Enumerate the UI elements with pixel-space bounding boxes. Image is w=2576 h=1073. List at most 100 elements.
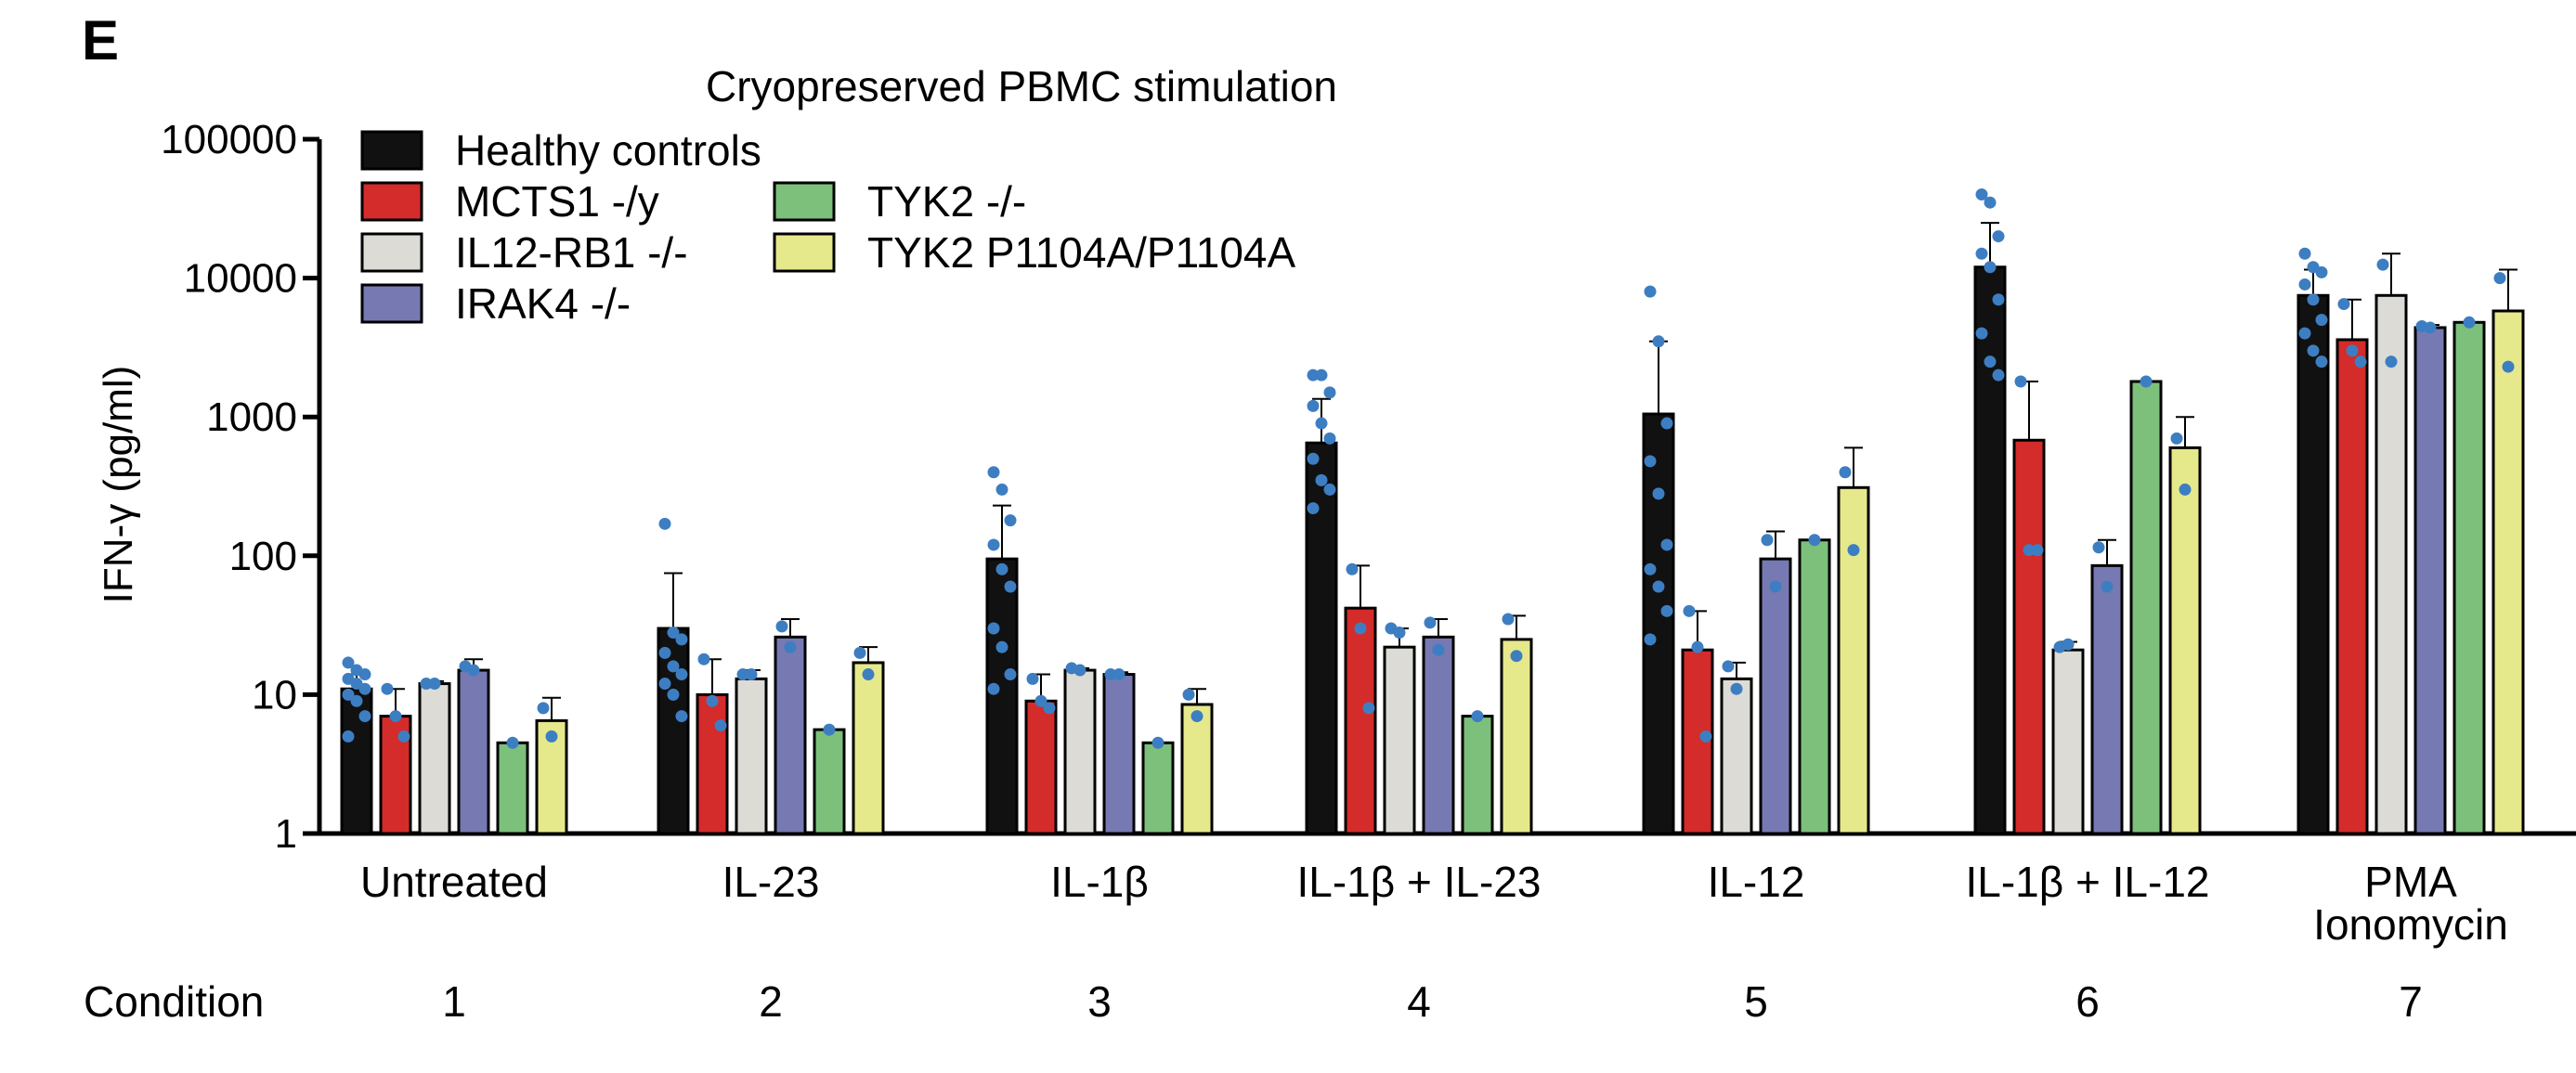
data-point — [381, 682, 394, 695]
legend-swatch — [773, 181, 836, 222]
condition-number: 4 — [1407, 977, 1431, 1026]
data-point — [1112, 668, 1125, 681]
data-point — [2337, 298, 2350, 311]
data-point — [1362, 702, 1375, 715]
data-point — [1354, 622, 1367, 635]
bar — [985, 557, 1019, 835]
legend-swatch — [360, 232, 423, 273]
data-point — [736, 668, 749, 681]
data-point — [1323, 483, 1336, 496]
data-point — [1984, 261, 1997, 274]
data-point — [1004, 580, 1017, 593]
data-point — [1034, 694, 1047, 707]
data-point — [1151, 736, 1164, 749]
data-point — [1761, 534, 1774, 547]
data-point — [2376, 258, 2389, 271]
data-point — [1190, 710, 1203, 723]
data-point — [697, 653, 710, 666]
bar — [2452, 320, 2486, 835]
data-point — [987, 538, 1000, 551]
data-point — [342, 688, 355, 701]
data-point — [1315, 368, 1328, 381]
data-point — [1307, 399, 1320, 412]
x-category-label: IL-1β + IL-12 — [1966, 858, 2210, 906]
data-point — [1307, 502, 1320, 515]
data-point — [545, 730, 558, 743]
data-point — [2031, 544, 2044, 557]
data-point — [1652, 487, 1665, 500]
data-point — [1315, 473, 1328, 486]
bar — [774, 635, 807, 835]
data-point — [2424, 321, 2437, 334]
plot-area: 1 10 100 1000 10000 100000 Untreated 1 IL-23 2 IL-… — [161, 117, 2576, 1026]
bar — [1180, 703, 1214, 835]
x-category-label: IL-12 — [1708, 858, 1805, 906]
bar — [1798, 538, 1831, 835]
data-point — [1699, 730, 1712, 743]
data-point — [1975, 247, 1988, 260]
data-point — [1660, 417, 1673, 430]
bar — [496, 741, 529, 835]
condition-number: 1 — [442, 977, 466, 1026]
bar — [1837, 485, 1870, 835]
data-point — [1323, 432, 1336, 445]
data-point — [987, 622, 1000, 635]
data-point — [1073, 664, 1086, 677]
bar — [1720, 677, 1753, 835]
data-point — [1992, 293, 2005, 306]
data-point — [1652, 335, 1665, 348]
data-point — [658, 678, 671, 691]
x-category-label: IL-23 — [722, 858, 820, 906]
data-point — [1424, 616, 1437, 629]
data-point — [2092, 541, 2105, 554]
data-point — [995, 640, 1008, 653]
data-point — [2315, 314, 2328, 327]
condition-number: 2 — [759, 977, 783, 1026]
bar — [813, 728, 846, 835]
data-point — [342, 730, 355, 743]
bar — [2168, 446, 2202, 835]
data-point — [1307, 368, 1320, 381]
bar — [2335, 338, 2369, 835]
data-point — [1315, 417, 1328, 430]
data-point — [1992, 368, 2005, 381]
bar — [1344, 606, 1377, 835]
bar — [1141, 741, 1175, 835]
data-point — [675, 668, 688, 681]
bar — [657, 627, 690, 835]
data-point — [1644, 455, 1657, 468]
bar — [2413, 326, 2447, 835]
data-point — [1683, 604, 1696, 617]
bar — [2090, 563, 2124, 835]
bar — [2296, 293, 2330, 835]
data-point — [1644, 562, 1657, 575]
panel-label: E — [82, 9, 119, 71]
y-tick-label: 100 — [229, 534, 297, 579]
data-point — [995, 483, 1008, 496]
x-category-label: IL-1β + IL-23 — [1297, 858, 1542, 906]
data-point — [2315, 265, 2328, 278]
data-point — [467, 664, 480, 677]
data-point — [2298, 327, 2311, 340]
bar — [457, 668, 490, 835]
bar — [735, 677, 768, 835]
y-tick-label: 1000 — [206, 394, 297, 440]
data-point — [987, 682, 1000, 695]
bar — [2051, 648, 2085, 835]
bar — [1024, 699, 1058, 835]
data-point — [1691, 640, 1704, 653]
data-point — [2307, 293, 2320, 306]
data-point — [2354, 356, 2367, 368]
legend-swatch — [360, 130, 423, 171]
data-point — [1043, 702, 1056, 715]
condition-number: 5 — [1744, 977, 1768, 1026]
data-point — [1346, 562, 1359, 575]
data-point — [358, 668, 371, 681]
data-point — [2179, 483, 2192, 496]
condition-number: 7 — [2399, 977, 2423, 1026]
data-point — [2463, 316, 2476, 329]
data-point — [389, 710, 402, 723]
data-point — [2315, 356, 2328, 368]
data-point — [1004, 668, 1017, 681]
